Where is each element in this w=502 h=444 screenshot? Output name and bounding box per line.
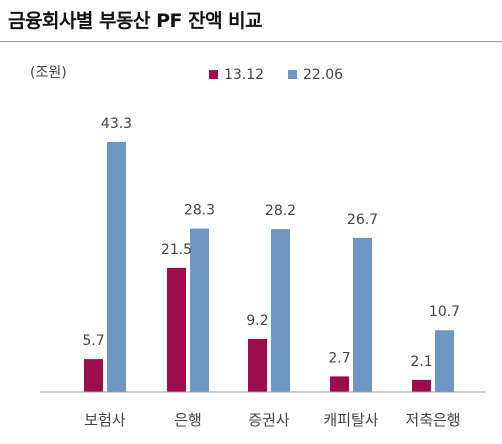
value-label-13-12-3: 2.7 (328, 350, 350, 366)
bar-22-06-4 (435, 330, 454, 392)
value-label-22-06-1: 28.3 (184, 203, 215, 219)
bar-22-06-0 (107, 142, 126, 392)
category-label-2: 증권사 (248, 411, 290, 429)
bar-13-12-4 (412, 379, 431, 392)
legend-label-22-06: 22.06 (303, 67, 343, 83)
legend-swatch-22-06 (288, 70, 297, 79)
category-labels: 보험사 은행 증권사 캐피탈사 저축은행 (84, 411, 460, 429)
value-label-22-06-0: 43.3 (101, 116, 132, 132)
legend: 13.12 22.06 (209, 67, 343, 83)
chart-title: 금융회사별 부동산 PF 잔액 비교 (8, 10, 263, 32)
value-label-22-06-4: 10.7 (429, 304, 460, 320)
bar-13-12-3 (330, 376, 349, 392)
legend-swatch-13-12 (209, 70, 218, 79)
value-label-13-12-1: 21.5 (161, 242, 192, 258)
value-labels: 5.7 43.3 21.5 28.3 9.2 28.2 2.7 26.7 2.1 10.7 (82, 116, 460, 370)
value-label-22-06-3: 26.7 (347, 212, 378, 228)
category-label-0: 보험사 (84, 411, 126, 429)
legend-label-13-12: 13.12 (224, 67, 264, 83)
bar-13-12-1 (167, 267, 186, 392)
bar-22-06-1 (190, 228, 209, 392)
bar-13-12-0 (84, 359, 103, 392)
bar-22-06-3 (353, 237, 372, 392)
value-label-13-12-4: 2.1 (410, 354, 432, 370)
category-label-1: 은행 (174, 411, 202, 429)
value-label-13-12-2: 9.2 (246, 313, 268, 329)
bar-22-06-2 (271, 229, 290, 392)
category-label-4: 저축은행 (405, 411, 460, 429)
title-divider (0, 41, 502, 42)
bars (84, 142, 454, 392)
bar-13-12-2 (248, 338, 267, 392)
value-label-22-06-2: 28.2 (265, 203, 296, 219)
category-label-3: 캐피탈사 (323, 411, 378, 429)
value-label-13-12-0: 5.7 (82, 333, 104, 349)
unit-label: (조원) (30, 65, 67, 81)
